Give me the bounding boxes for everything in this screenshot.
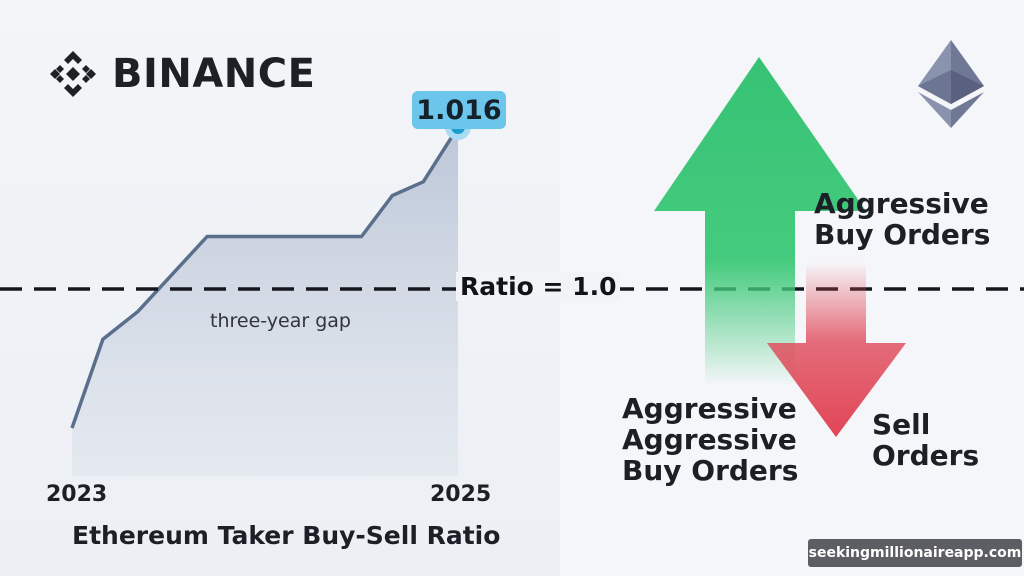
brand-name: BINANCE <box>112 51 316 97</box>
sell-arrow <box>767 262 906 437</box>
series-line <box>70 126 460 429</box>
ethereum-icon <box>918 40 984 128</box>
chart-title: Ethereum Taker Buy-Sell Ratio <box>72 521 501 550</box>
binance-diamond-icon <box>50 51 96 97</box>
x-tick-label-end: 2025 <box>430 482 492 507</box>
watermark: seekingmillionaireapp.com <box>808 539 1022 567</box>
reference-line-label: Ratio = 1.0 <box>456 272 621 301</box>
x-tick-label-start: 2023 <box>46 482 108 507</box>
series-area <box>72 127 458 476</box>
buy-orders-label-bottom: Aggressive Aggressive Buy Orders <box>622 392 799 487</box>
buy-arrow <box>654 57 866 386</box>
sell-orders-label: Sell Orders <box>872 408 980 472</box>
gap-annotation: three-year gap <box>210 310 351 332</box>
buy-orders-label-top: Aggressive Buy Orders <box>814 187 991 251</box>
binance-logo: BINANCE <box>46 48 315 100</box>
final-value-badge: 1.016 <box>412 91 506 129</box>
